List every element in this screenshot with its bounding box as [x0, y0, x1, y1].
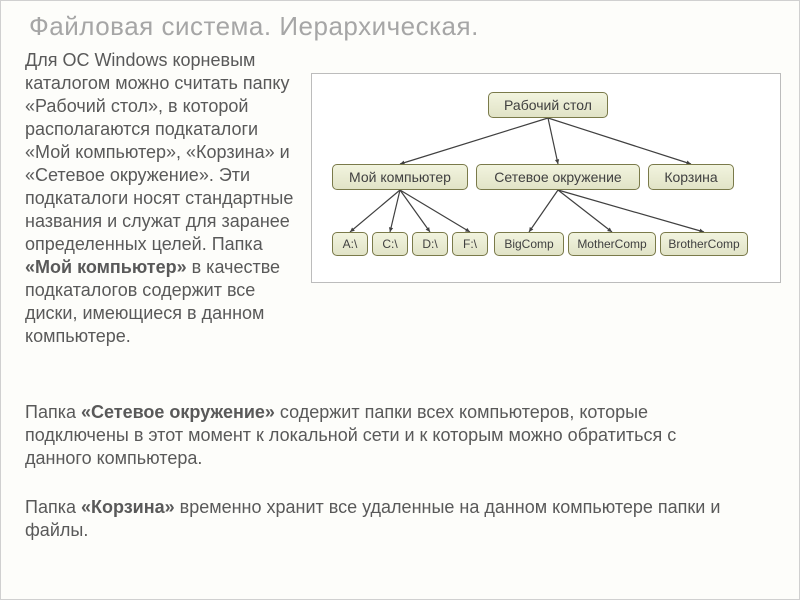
node-brother: BrotherComp: [660, 232, 748, 256]
paragraph-2: Папка «Сетевое окружение» содержит папки…: [25, 401, 745, 470]
node-c: C:\: [372, 232, 408, 256]
slide-title: Файловая система. Иерархическая.: [1, 1, 799, 42]
paragraph-1: Для ОС Windows корневым каталогом можно …: [25, 49, 295, 348]
node-trash: Корзина: [648, 164, 734, 190]
node-root: Рабочий стол: [488, 92, 608, 118]
node-mother: MotherComp: [568, 232, 656, 256]
node-a: A:\: [332, 232, 368, 256]
node-net: Сетевое окружение: [476, 164, 640, 190]
node-mycomp: Мой компьютер: [332, 164, 468, 190]
hierarchy-diagram: Рабочий стол Мой компьютер Сетевое окружен…: [311, 73, 781, 283]
node-f: F:\: [452, 232, 488, 256]
node-big: BigComp: [494, 232, 564, 256]
paragraph-3: Папка «Корзина» временно хранит все удал…: [25, 496, 745, 542]
node-d: D:\: [412, 232, 448, 256]
